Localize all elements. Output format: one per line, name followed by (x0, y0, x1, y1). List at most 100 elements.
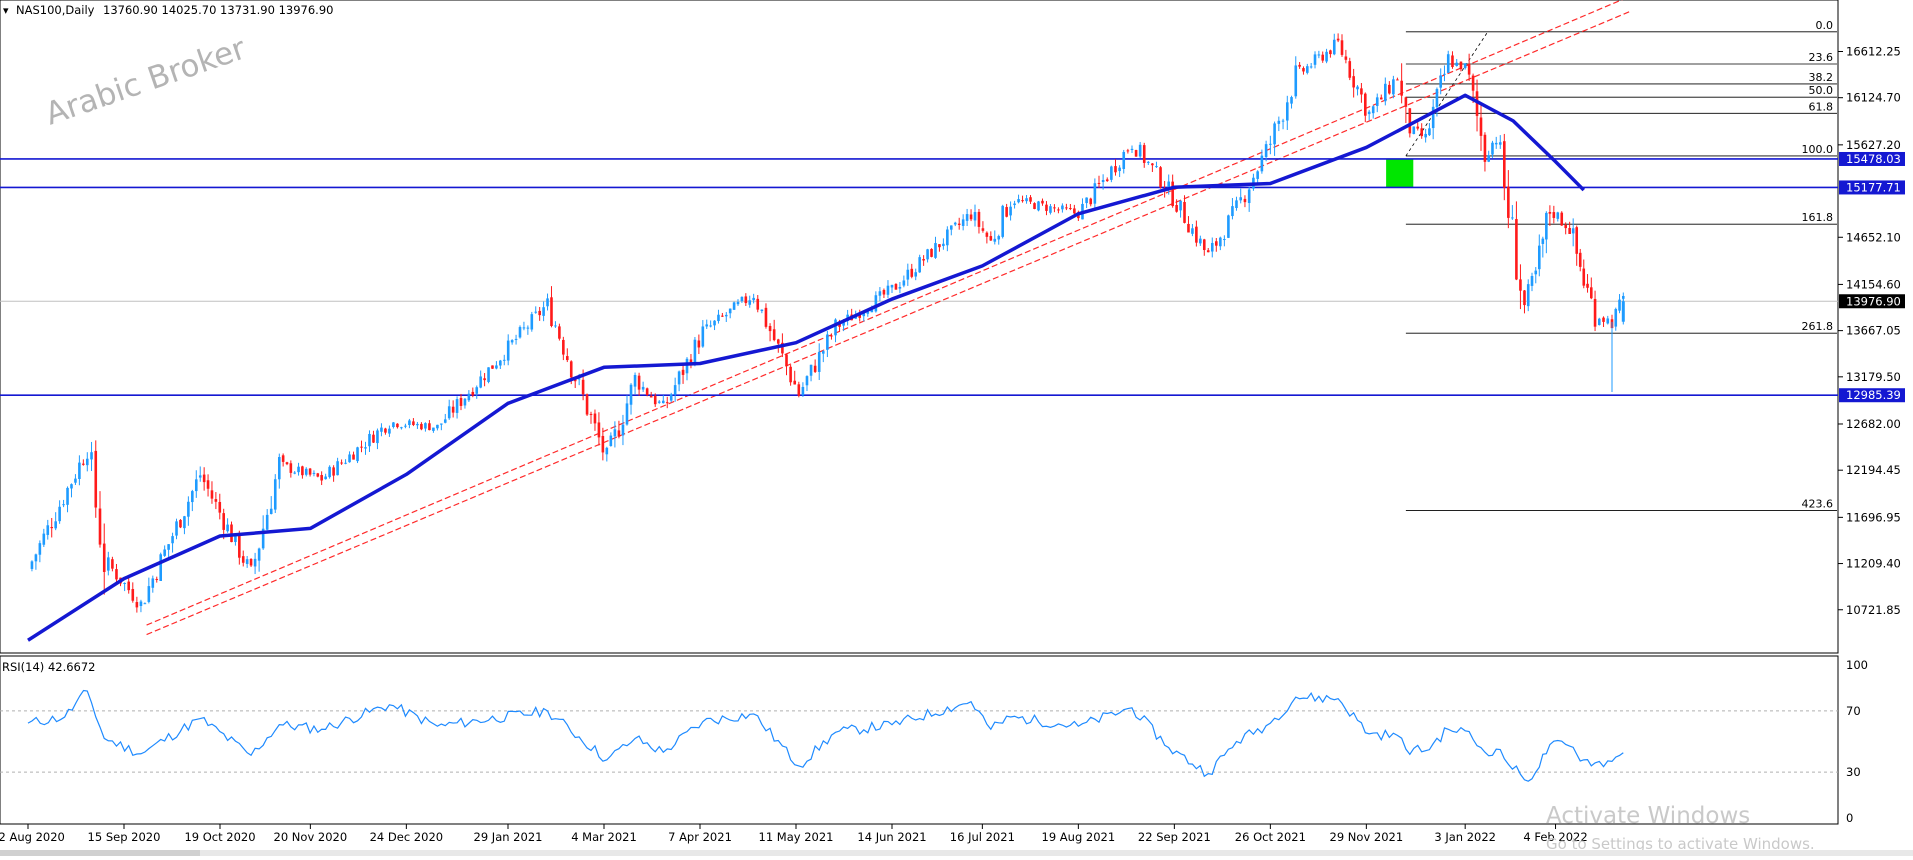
price-tick-label: 11696.95 (1846, 510, 1901, 524)
candle-body (1568, 227, 1571, 234)
candle-body (621, 424, 625, 436)
candle-body (1325, 51, 1328, 62)
candle-body (1073, 208, 1076, 214)
candle-body (304, 468, 308, 475)
candle-body (1097, 182, 1101, 184)
candle-body (1306, 66, 1309, 73)
candle-body (1424, 133, 1427, 138)
candle-body (605, 447, 609, 455)
candle-body (308, 468, 312, 475)
candle-body (443, 419, 447, 423)
candle-body (1134, 150, 1138, 157)
candle-body (340, 462, 343, 464)
last-candle-body (1621, 301, 1625, 322)
candle-body (293, 472, 296, 474)
candle-body (1340, 40, 1344, 55)
candle-body (206, 480, 210, 489)
chart-scrollbar-track[interactable] (0, 850, 1913, 856)
horizontal-level-label: 15478.03 (1846, 152, 1901, 166)
candle-body (222, 513, 225, 530)
candle-body (817, 352, 821, 372)
candle-body (285, 462, 289, 465)
green-zone-rectangle (1386, 158, 1414, 188)
candle-body (78, 462, 81, 479)
candle-body (589, 413, 593, 415)
candle-body (167, 544, 170, 550)
candle-body (139, 601, 143, 606)
candle-body (1578, 252, 1582, 267)
candle-body (30, 561, 34, 569)
candle-body (1269, 143, 1272, 145)
candle-body (1239, 197, 1243, 201)
candle-body (1564, 224, 1567, 229)
candle-body (858, 314, 862, 318)
price-tick-label: 12194.45 (1846, 463, 1901, 477)
candle-body (633, 374, 637, 387)
candle-body (918, 257, 921, 273)
rsi-tick-label: 0 (1846, 811, 1853, 825)
candle-body (506, 340, 510, 361)
candle-body (1147, 161, 1150, 163)
candle-body (62, 504, 65, 506)
candle-body (1435, 89, 1439, 108)
candle-body (1614, 308, 1618, 327)
candle-body (1199, 238, 1202, 244)
candle-body (1013, 203, 1016, 206)
candle-body (1602, 317, 1605, 322)
candle-body (1247, 189, 1251, 204)
horizontal-levels-layer (0, 158, 1838, 397)
candle-body (1037, 201, 1040, 211)
candle-body (805, 376, 809, 386)
candle-body (1298, 64, 1301, 67)
trendline (146, 0, 1623, 626)
price-tick-label: 15627.20 (1846, 138, 1901, 152)
candle-body (693, 339, 697, 365)
moving-average-line (27, 93, 1586, 642)
zone-layer (1386, 158, 1414, 188)
candle-body (179, 519, 182, 528)
candle-body (597, 422, 601, 438)
candle-body (1202, 239, 1206, 251)
current-price-label: 13976.90 (1846, 294, 1901, 308)
candle-body (677, 371, 681, 385)
candle-body (938, 244, 941, 248)
candle-body (1439, 75, 1443, 88)
candle-body (1332, 39, 1336, 55)
candle-body (1408, 108, 1412, 134)
candle-body (143, 603, 147, 605)
menu-triangle-icon[interactable]: ▾ (3, 4, 9, 17)
candle-body (58, 506, 61, 522)
time-tick-label: 12 Aug 2020 (0, 830, 65, 844)
candle-body (701, 326, 705, 347)
candle-body (882, 289, 886, 295)
candle-body (499, 360, 502, 366)
candle-body (1219, 237, 1222, 247)
time-tick-label: 19 Aug 2021 (1042, 830, 1116, 844)
candle-body (1138, 144, 1142, 157)
rsi-layer: 100 70 30 0 (0, 658, 1868, 825)
candle-body (1105, 179, 1109, 182)
candle-body (396, 423, 399, 428)
candle-body (384, 428, 387, 433)
candle-body (38, 543, 42, 555)
price-axis-layer: 16612.25 16124.70 15627.20 14652.10 14154.60… (1838, 44, 1905, 617)
candle-body (336, 461, 339, 476)
candle-body (910, 268, 914, 277)
candle-body (870, 309, 874, 313)
candle-body (1606, 318, 1610, 324)
chart-scrollbar-thumb[interactable] (0, 850, 200, 856)
candle-body (360, 446, 363, 448)
candle-body (949, 225, 953, 230)
candle-body (1360, 88, 1363, 95)
candle-body (1494, 142, 1498, 145)
candle-body (1545, 212, 1548, 240)
candle-body (328, 466, 331, 478)
horizontal-level-tag (1839, 388, 1905, 403)
candle-body (898, 286, 902, 289)
horizontal-level-label: 15177.71 (1846, 180, 1901, 194)
candle-body (94, 450, 98, 508)
candle-body (890, 284, 894, 288)
candle-body (781, 342, 784, 354)
